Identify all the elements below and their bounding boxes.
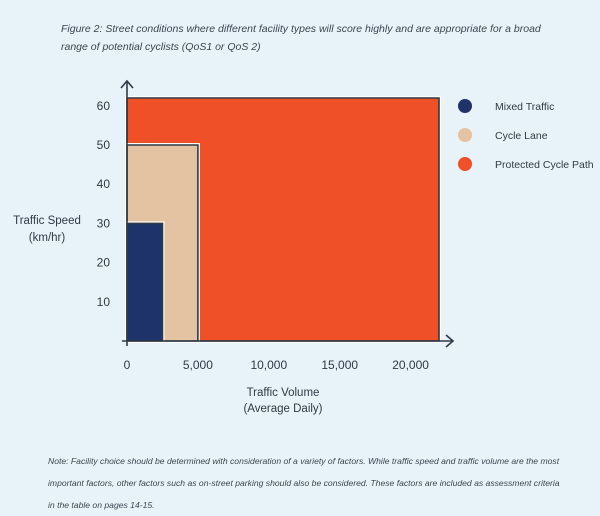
y-tick-labels: 10 20 30 40 50 60 [97,99,111,309]
legend-label-cycle-lane: Cycle Lane [495,130,548,142]
y-tick-label: 10 [97,295,111,309]
x-tick-label: 10,000 [250,358,287,372]
x-axis-label-line1: Traffic Volume [247,387,320,399]
y-tick-label: 50 [97,138,111,152]
chart-regions [125,96,441,343]
y-axis-arrow [120,79,134,89]
x-tick-labels: 0 5,000 10,000 15,000 20,000 [124,358,430,372]
figure-caption: Figure 2: Street conditions where differ… [61,23,541,53]
legend-swatch-cycle-lane [458,128,472,142]
x-tick-label: 15,000 [321,358,358,372]
legend-swatch-mixed-traffic [458,99,472,113]
footnote: Note: Facility choice should be determin… [48,456,560,510]
y-axis-label-line2: (km/hr) [29,232,66,244]
x-axis-label-line2: (Average Daily) [243,403,322,415]
region-mixed-traffic [126,222,164,342]
legend-swatch-protected-cycle-path [458,157,472,171]
x-tick-label: 5,000 [183,358,213,372]
x-axis-arrow [445,334,455,348]
y-tick-label: 40 [97,177,111,191]
legend-label-mixed-traffic: Mixed Traffic [495,101,554,113]
chart-axes [120,79,455,348]
legend-label-protected-cycle-path: Protected Cycle Path [495,159,594,171]
x-tick-label: 0 [124,358,131,372]
y-tick-label: 20 [97,256,111,270]
legend: Mixed Traffic Cycle Lane Protected Cycle P… [458,99,594,171]
y-axis-label-line1: Traffic Speed [13,215,81,227]
y-tick-label: 30 [97,216,111,230]
y-tick-label: 60 [97,99,111,113]
x-tick-label: 20,000 [392,358,429,372]
facility-chart: 0 5,000 10,000 15,000 20,000 10 20 30 40 50 60 Mi… [13,79,594,415]
